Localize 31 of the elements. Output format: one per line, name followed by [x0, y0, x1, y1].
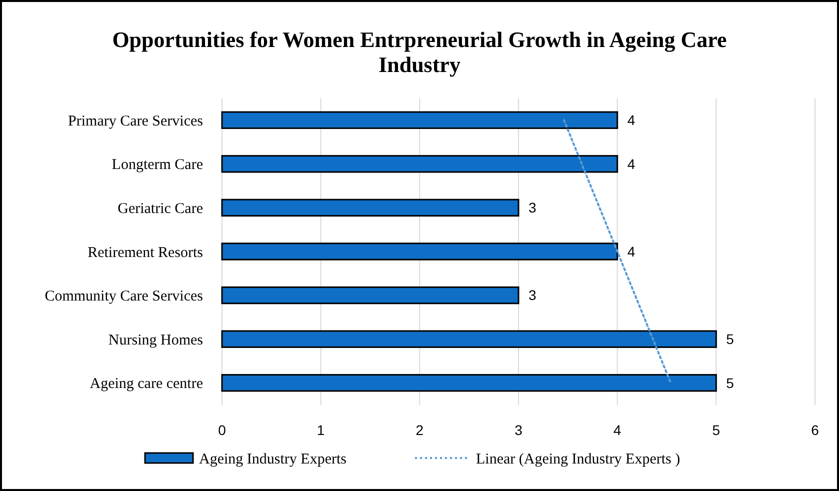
- bar: [221, 242, 618, 260]
- data-label: 5: [726, 374, 734, 391]
- x-tick-label: 2: [416, 422, 424, 438]
- bar: [221, 155, 618, 173]
- x-tick-label: 5: [712, 422, 720, 438]
- data-label: 4: [627, 112, 636, 128]
- x-tick-label: 4: [613, 422, 622, 438]
- bar: [221, 198, 520, 217]
- data-label: 4: [627, 243, 636, 260]
- bar: [221, 330, 717, 348]
- x-tick-label: 0: [218, 422, 226, 438]
- chart-title: Opportunities for Women Entrpreneurial Growth in Ageing Care Industry: [112, 27, 728, 77]
- y-tick-label: Longterm Care: [112, 157, 204, 174]
- y-tick-label: Nursing Homes: [108, 332, 204, 348]
- legend-label: Linear (Ageing Industry Experts ): [476, 451, 680, 468]
- y-tick-label: Community Care Services: [44, 288, 204, 305]
- x-tick-label: 1: [316, 422, 325, 438]
- x-tick-label: 3: [514, 422, 523, 438]
- data-label: 3: [528, 200, 536, 216]
- y-tick-label: Retirement Resorts: [88, 244, 204, 261]
- data-label: 3: [528, 287, 536, 304]
- bar: [221, 374, 717, 392]
- y-tick-label: Primary Care Services: [68, 113, 204, 130]
- y-tick-label: Geriatric Care: [118, 200, 204, 217]
- x-tick-label: 6: [811, 422, 820, 438]
- bar: [221, 111, 618, 129]
- legend-label: Ageing Industry Experts: [199, 451, 347, 468]
- y-tick-label: Ageing care centre: [90, 376, 204, 392]
- data-label: 4: [627, 156, 636, 172]
- bar: [221, 286, 520, 304]
- data-label: 5: [726, 330, 734, 347]
